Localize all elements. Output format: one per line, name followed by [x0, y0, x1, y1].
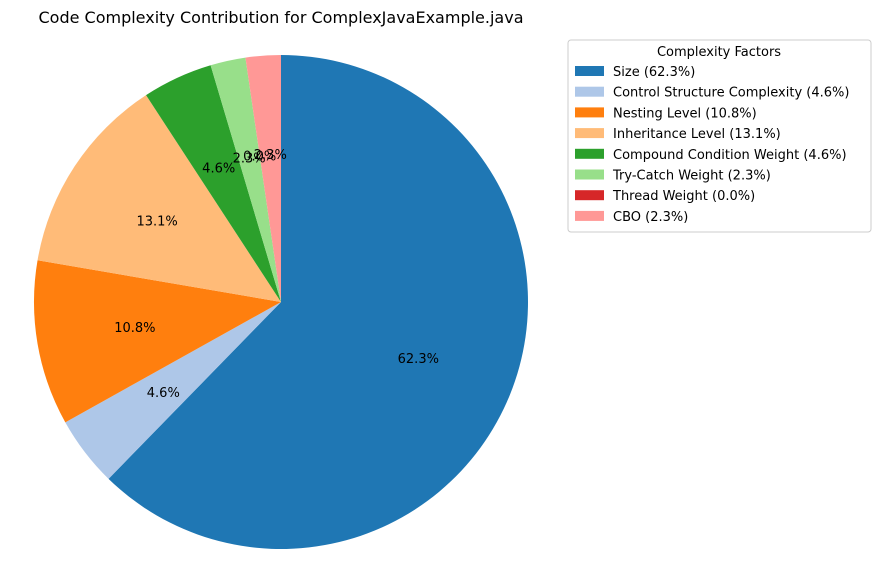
chart-title: Code Complexity Contribution for Complex…: [38, 8, 523, 27]
legend-label-control-structure-complexity: Control Structure Complexity (4.6%): [613, 86, 849, 101]
legend-swatch-inheritance-level: [575, 128, 604, 139]
legend-swatch-size: [575, 66, 604, 76]
pct-label-cbo: 2.3%: [254, 148, 287, 163]
pct-label-nesting-level: 10.8%: [114, 321, 155, 336]
pie-slice-control-structure-complexity: [65, 302, 282, 479]
pie-slice-compound-condition-weight: [146, 65, 281, 302]
legend-swatch-thread-weight: [575, 190, 604, 201]
pie-slice-nesting-level: [33, 260, 281, 423]
legend-items: Size (62.3%) Control Structure Complexity…: [575, 65, 849, 225]
legend-label-try-catch-weight: Try-Catch Weight (2.3%): [612, 169, 771, 184]
pct-label-inheritance-level: 13.1%: [136, 215, 177, 230]
legend-swatch-try-catch-weight: [575, 169, 604, 180]
pie-slices: [33, 55, 529, 550]
pct-label-size: 62.3%: [398, 352, 439, 367]
legend-label-compound-condition-weight: Compound Condition Weight (4.6%): [613, 148, 847, 163]
pie-slice-try-catch-weight: [210, 57, 281, 302]
legend-label-thread-weight: Thread Weight (0.0%): [612, 189, 755, 204]
legend-swatch-control-structure-complexity: [575, 86, 604, 97]
legend-frame: [567, 39, 872, 233]
legend-label-cbo: CBO (2.3%): [613, 210, 688, 225]
legend-swatch-nesting-level: [575, 107, 604, 118]
legend-label-size: Size (62.3%): [613, 65, 695, 80]
pct-label-try-catch-weight: 2.3%: [233, 151, 266, 166]
pie-percent-labels: 62.3%4.6%10.8%13.1%4.6%2.3%0.0%2.3%: [114, 148, 439, 401]
pie-slice-size: [108, 55, 529, 550]
pct-label-compound-condition-weight: 4.6%: [202, 162, 235, 177]
pct-label-control-structure-complexity: 4.6%: [147, 386, 180, 401]
pct-label-thread-weight: 0.0%: [243, 149, 276, 164]
pie-slice-cbo: [245, 55, 281, 302]
legend: Complexity Factors Size (62.3%) Control S…: [567, 39, 872, 233]
legend-label-nesting-level: Nesting Level (10.8%): [613, 106, 757, 121]
legend-swatch-compound-condition-weight: [575, 148, 604, 159]
pie-slice-inheritance-level: [37, 95, 282, 302]
legend-label-inheritance-level: Inheritance Level (13.1%): [613, 127, 781, 142]
legend-swatch-cbo: [575, 210, 604, 221]
legend-title: Complexity Factors: [657, 45, 781, 60]
